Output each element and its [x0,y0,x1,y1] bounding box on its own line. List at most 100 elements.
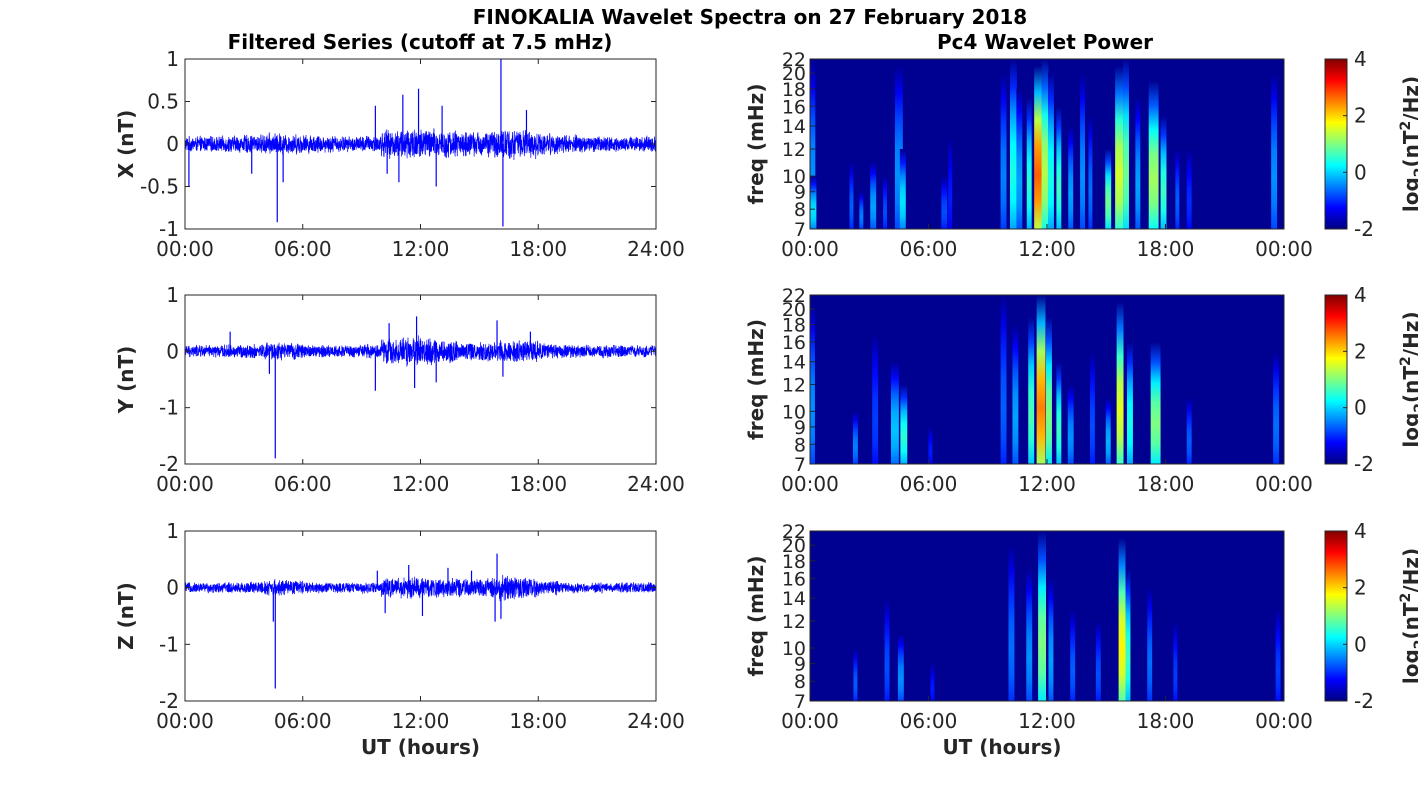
z-wavelet-colorbar: 4 2 0 -2 log2(nT2/Hz) [1324,519,1418,713]
z-wavelet-power-streak [1008,545,1015,701]
z-series-line [184,574,657,602]
z-wavelet-y-tick-label: 12 [782,611,806,633]
x-wavelet-y-tick-label: 12 [782,139,806,161]
x-wavelet-power-streak [1123,59,1129,229]
y-wavelet-x-tick-label: 18:00 [1137,472,1195,496]
x-wavelet-y-tick-label: 9 [794,182,806,204]
z-wavelet-y-tick-label: 10 [782,638,806,660]
x-series-x-tick-label: 18:00 [509,237,567,261]
x-series-x-tick-label: 24:00 [627,237,685,261]
y-wavelet-colorbar: 4 2 0 -2 log2(nT2/Hz) [1324,283,1418,476]
y-wavelet-power-streak [1036,295,1046,464]
y-wavelet-power-streak [1046,316,1052,464]
y-wavelet-power-streak [1150,341,1161,464]
x-wavelet-power-streak [1047,73,1054,229]
z-wavelet-x-tick-label: 00:00 [1255,709,1313,733]
y-wavelet-power-streak [1000,295,1007,464]
y-wavelet-power-streak [1056,361,1062,464]
y-wavelet-x-tick-label: 00:00 [1255,472,1313,496]
z-wavelet-power-streak [1070,609,1076,701]
y-wavelet-colorbar-tick-label: 2 [1354,339,1367,363]
x-series-x-tick-label: 00:00 [156,237,214,261]
x-wavelet-power-streak [1135,97,1141,229]
x-wavelet-power-streak [1056,106,1062,229]
x-wavelet-y-tick-label: 16 [782,96,806,118]
y-wavelet-power-streak [928,426,933,464]
z-series-y-tick-label: 1 [166,519,179,543]
y-wavelet-power-streak [852,411,858,464]
z-wavelet-power-streak [1038,531,1047,701]
z-wavelet-background [810,531,1284,701]
z-wavelet-power-streak [897,633,904,701]
y-series-x-tick-label: 06:00 [274,472,332,496]
z-series-x-label: UT (hours) [361,735,480,759]
y-wavelet-power-streak [1012,324,1019,464]
y-wavelet-power-streak [1089,351,1095,464]
x-wavelet-power-streak [1148,80,1159,229]
x-wavelet-power-streak [1088,115,1093,229]
y-wavelet-power-streak [810,301,815,464]
y-wavelet-power-streak [872,333,879,464]
x-wavelet-power-streak [1000,73,1007,229]
y-wavelet-y-tick-label: 14 [782,352,806,374]
z-wavelet-colorbar-tick-label: 4 [1354,519,1367,543]
z-wavelet-y-tick-label: 9 [794,654,806,676]
z-wavelet-power-streak [1125,569,1131,701]
z-wavelet-y-tick-label: 16 [782,568,806,590]
y-wavelet-colorbar-tick-label: 0 [1354,396,1367,420]
y-series-y-tick-label: -1 [159,396,179,420]
y-series-line [184,335,657,367]
z-series-plot-area [185,531,656,701]
x-wavelet-y-tick-label: 7 [794,219,806,241]
x-wavelet-power-streak [1080,73,1086,229]
x-wavelet-y-tick-label: 20 [782,63,806,85]
x-wavelet-power-streak [1041,59,1049,229]
x-wavelet-x-tick-label: 06:00 [900,237,958,261]
y-wavelet-y-tick-label: 8 [794,434,806,456]
x-wavelet-x-tick-label: 00:00 [781,237,839,261]
x-wavelet-y-tick-label: 22 [782,49,806,71]
z-wavelet-power-streak [1026,569,1033,701]
y-series-y-tick-label: -2 [159,452,179,476]
x-wavelet-colorbar-tick-label: 0 [1354,160,1367,184]
x-wavelet-colorbar-tick-label: 2 [1354,104,1367,128]
z-wavelet-colorbar-tick-label: -2 [1354,689,1374,713]
x-wavelet-power-streak [883,176,888,229]
z-wavelet-power-streak [1095,620,1101,701]
y-wavelet-y-tick-label: 20 [782,299,806,321]
x-series-y-tick-label: 0.5 [147,90,179,114]
x-series-y-label: X (nT) [114,110,138,179]
y-wavelet-power-streak [1105,397,1111,464]
z-wavelet-y-tick-label: 20 [782,535,806,557]
y-series-y-tick-label: 0 [166,339,179,363]
x-wavelet-colorbar-label: log2(nT2/Hz) [1398,76,1418,212]
x-series-y-tick-label: 1 [166,47,179,71]
z-wavelet-power-streak [1173,620,1178,701]
x-wavelet-power-streak [899,148,906,229]
x-wavelet-power-streak [870,161,877,229]
y-wavelet-y-tick-label: 7 [794,454,806,476]
z-wavelet-power-streak [1118,537,1126,701]
y-wavelet-colorbar-label: log2(nT2/Hz) [1398,311,1418,447]
y-series-panel: 1 0 -1 -200:00 06:00 12:00 18:00 24:00 Y (nT) [114,283,685,496]
x-series-y-tick-label: -0.5 [140,175,179,199]
y-wavelet-x-tick-label: 00:00 [781,472,839,496]
y-wavelet-y-tick-label: 9 [794,417,806,439]
y-wavelet-colorbar-tick-label: -2 [1354,452,1374,476]
y-wavelet-power-streak [1126,341,1133,464]
z-wavelet-power-streak [930,663,935,701]
y-wavelet-power-streak [890,361,899,464]
y-wavelet-power-streak [900,384,908,464]
x-wavelet-power-streak [1009,59,1017,229]
z-wavelet-y-tick-label: 7 [794,691,806,713]
z-series-y-tick-label: -1 [159,632,179,656]
z-wavelet-x-tick-label: 06:00 [900,709,958,733]
y-series-x-tick-label: 12:00 [392,472,450,496]
z-wavelet-x-tick-label: 00:00 [781,709,839,733]
x-wavelet-power-streak [849,161,854,229]
x-wavelet-power-streak [810,59,816,229]
z-wavelet-colorbar-tick-label: 0 [1354,632,1367,656]
y-wavelet-y-tick-label: 10 [782,401,806,423]
